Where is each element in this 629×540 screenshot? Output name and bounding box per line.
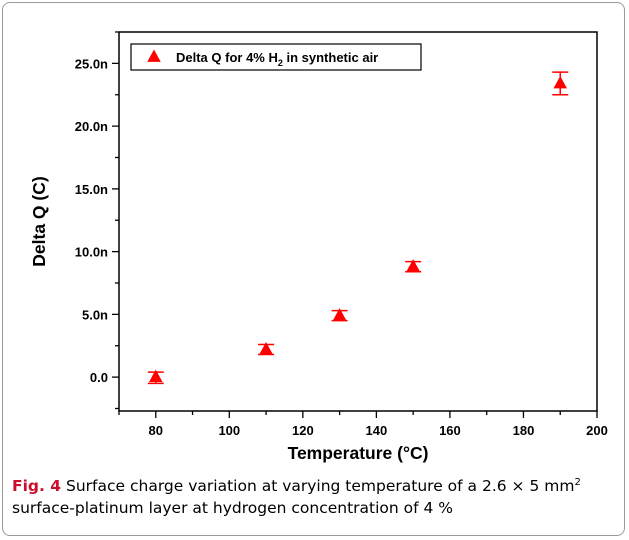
figure-caption: Fig. 4 Surface charge variation at varyi… [12,475,617,519]
x-tick-label: 100 [218,423,240,438]
data-point [331,308,348,322]
triangle-marker [406,259,420,272]
x-tick-label: 180 [513,423,535,438]
axes: 80 100 120 140 160 180 200 0.0 5.0n 10.0n 15.0n 20.… [29,31,608,463]
caption-label: Fig. 4 [12,477,62,495]
legend: Delta Q for 4% H2 in synthetic air [130,43,422,71]
legend-text: Delta Q for 4% H [176,50,278,65]
triangle-marker [553,75,567,89]
data-point [552,71,569,96]
y-tick-label: 25.0n [75,56,108,71]
data-points [147,71,569,385]
legend-label: Delta Q for 4% H2 in synthetic air [176,50,378,68]
data-point [258,342,275,356]
x-tick-label: 140 [366,423,388,438]
plot-frame [118,31,598,412]
legend-box [130,43,422,71]
y-tick-label: 5.0n [82,307,108,322]
x-tick-label: 80 [149,423,163,438]
legend-marker [147,49,161,62]
x-tick-label: 160 [439,423,461,438]
y-tick-label: 0.0 [90,370,108,385]
caption-text-1: Surface charge variation at varying temp… [61,477,575,495]
triangle-marker [332,308,347,321]
figure-frame: 80 100 120 140 160 180 200 0.0 5.0n 10.0n 15.0n 20.… [2,2,625,536]
legend-suffix: in synthetic air [283,50,378,65]
x-tick-label: 200 [586,423,608,438]
y-tick-label: 20.0n [75,119,108,134]
y-tick-label: 10.0n [75,245,108,260]
caption-text-2: surface-platinum layer at hydrogen conce… [12,499,454,517]
x-tick-label: 120 [292,423,314,438]
caption-superscript: 2 [574,476,581,488]
data-point [147,369,164,385]
x-axis-label: Temperature (°C) [288,443,429,463]
triangle-marker [259,342,273,355]
legend-subscript: 2 [278,58,283,68]
scatter-chart: 80 100 120 140 160 180 200 0.0 5.0n 10.0n 15.0n 20.… [29,31,608,463]
y-axis-label: Delta Q (C) [29,176,49,266]
data-point [405,259,422,273]
y-tick-label: 15.0n [75,182,108,197]
triangle-marker [149,369,163,382]
